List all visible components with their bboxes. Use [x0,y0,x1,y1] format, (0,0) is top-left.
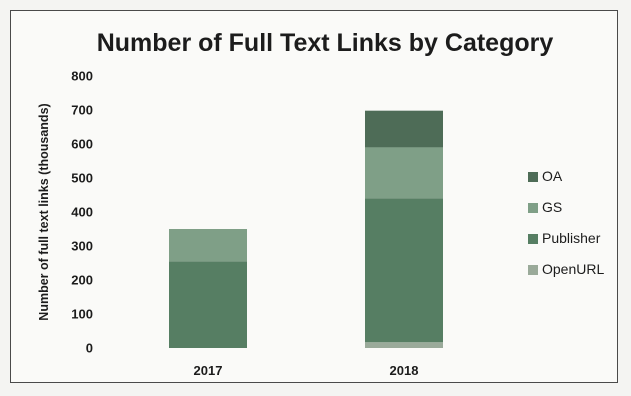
legend-label-oa: OA [542,168,563,184]
bar-segment-openurl-2018 [365,342,443,348]
bar-segment-oa-2018 [365,110,443,148]
y-tick-label: 300 [71,239,93,254]
y-tick-label: 0 [86,341,93,356]
legend-swatch-openurl [528,265,538,275]
legend-label-openurl: OpenURL [542,261,604,277]
legend-swatch-publisher [528,234,538,244]
y-tick-label: 500 [71,171,93,186]
legend-label-publisher: Publisher [542,230,601,246]
legend-swatch-gs [528,203,538,213]
chart-title: Number of Full Text Links by Category [97,29,554,57]
y-tick-label: 600 [71,137,93,152]
chart-frame [10,10,618,383]
bar-segment-gs-2017 [169,229,247,262]
bar-segment-publisher-2018 [365,198,443,343]
y-tick-label: 400 [71,205,93,220]
y-tick-label: 800 [71,69,93,84]
bar-segment-gs-2018 [365,147,443,199]
y-tick-label: 100 [71,307,93,322]
y-tick-label: 200 [71,273,93,288]
x-tick-label: 2017 [194,363,223,378]
x-tick-label: 2018 [390,363,419,378]
y-axis-title: Number of full text links (thousands) [37,103,51,320]
bar-segment-publisher-2017 [169,261,247,348]
legend-swatch-oa [528,172,538,182]
legend-label-gs: GS [542,199,562,215]
y-tick-label: 700 [71,103,93,118]
